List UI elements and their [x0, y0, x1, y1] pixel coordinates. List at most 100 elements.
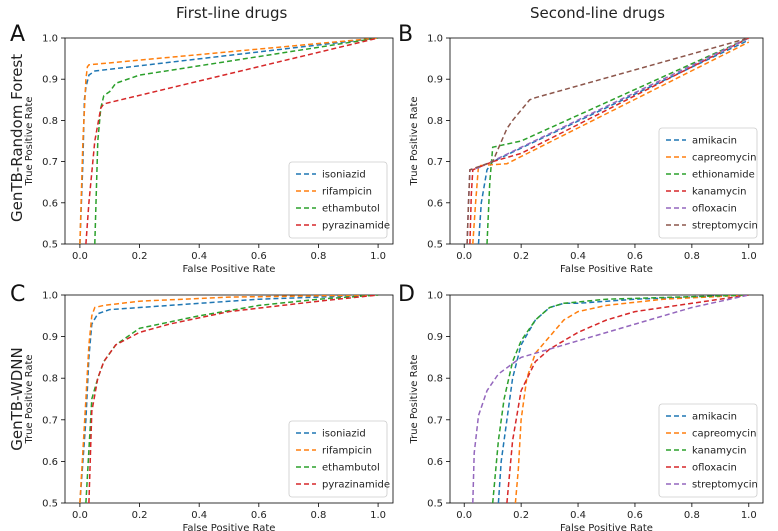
x-tick-label: 1.0 [370, 251, 386, 262]
roc-line-capreomycin [514, 295, 749, 503]
y-tick-label: 1.0 [42, 34, 58, 45]
legend-label-ethionamide: ethionamide [692, 170, 755, 181]
x-tick-label: 1.0 [741, 251, 757, 262]
x-tick-label: 0.0 [456, 251, 472, 262]
x-tick-label: 0.8 [684, 510, 700, 521]
x-tick-label: 0.4 [570, 510, 586, 521]
roc-line-rifampicin [79, 295, 379, 503]
y-tick-label: 1.0 [42, 291, 58, 302]
x-tick-label: 0.8 [311, 510, 327, 521]
legend-box [288, 161, 388, 239]
legend-label-pyrazinamide: pyrazinamide [322, 480, 390, 491]
legend-label-streptomycin: streptomycin [692, 480, 758, 491]
y-tick-label: 0.9 [42, 75, 58, 86]
y-tick-label: 0.6 [427, 457, 443, 468]
x-tick-label: 0.6 [627, 510, 643, 521]
y-tick-label: 0.7 [427, 415, 443, 426]
x-tick-label: 0.0 [456, 510, 472, 521]
y-axis-label: True Positive Rate [409, 354, 420, 444]
x-tick-label: 0.6 [251, 251, 267, 262]
y-tick-label: 0.6 [42, 457, 58, 468]
legend: isoniazid rifampicin ethambutol pyrazinamid… [288, 420, 390, 498]
x-tick-label: 0.2 [513, 251, 529, 262]
y-tick-label: 0.8 [42, 374, 58, 385]
x-axis-label: False Positive Rate [183, 264, 276, 275]
legend-label-rifampicin: rifampicin [322, 446, 372, 457]
x-axis-label: False Positive Rate [183, 523, 276, 531]
x-tick-label: 0.2 [513, 510, 529, 521]
legend-label-ethambutol: ethambutol [322, 204, 380, 215]
roc-line-ethionamide [486, 38, 750, 244]
column-title-first-line: First-line drugs [176, 4, 288, 22]
y-tick-label: 0.5 [42, 499, 58, 510]
roc-line-pyrazinamide [85, 38, 379, 244]
panel-c: 0.0 0.2 0.4 0.6 0.8 1.0 0.5 0.6 0.7 0.8 0.9 1.0 Fals… [24, 291, 394, 531]
legend: amikacin capreomycin ethionamide kanamycin o… [658, 127, 758, 239]
y-tick-label: 0.7 [427, 157, 443, 168]
legend-label-amikacin: amikacin [692, 136, 737, 147]
y-tick-label: 0.8 [427, 374, 443, 385]
y-tick-label: 0.8 [427, 116, 443, 127]
roc-line-ethambutol [85, 295, 379, 503]
y-tick-label: 0.5 [427, 499, 443, 510]
legend-label-capreomycin: capreomycin [692, 429, 756, 440]
roc-line-amikacin [477, 39, 750, 244]
legend-label-kanamycin: kanamycin [692, 446, 746, 457]
y-axis-label: True Positive Rate [24, 96, 35, 186]
roc-line-ethambutol [94, 38, 379, 244]
legend-label-rifampicin: rifampicin [322, 187, 372, 198]
roc-line-amikacin [497, 295, 749, 503]
y-tick-label: 0.8 [42, 116, 58, 127]
legend-label-amikacin: amikacin [692, 412, 737, 423]
x-axis-label: False Positive Rate [560, 264, 653, 275]
x-tick-label: 0.0 [72, 251, 88, 262]
panel-letter-a: A [10, 22, 26, 47]
x-tick-label: 1.0 [741, 510, 757, 521]
roc-line-streptomycin [472, 295, 749, 503]
column-title-second-line: Second-line drugs [530, 4, 665, 22]
x-tick-label: 0.8 [311, 251, 327, 262]
x-tick-label: 0.0 [72, 510, 88, 521]
legend-box [658, 403, 758, 498]
y-tick-label: 0.5 [427, 240, 443, 251]
y-tick-label: 0.6 [42, 198, 58, 209]
x-tick-label: 0.6 [627, 251, 643, 262]
legend: isoniazid rifampicin ethambutol pyrazinamid… [288, 161, 390, 239]
y-tick-label: 0.9 [427, 332, 443, 343]
legend-box [288, 420, 388, 498]
legend-box [658, 127, 758, 239]
roc-line-pyrazinamide [88, 295, 379, 503]
legend-label-kanamycin: kanamycin [692, 187, 746, 198]
x-tick-label: 1.0 [370, 510, 386, 521]
roc-line-kanamycin [469, 38, 750, 244]
legend-label-pyrazinamide: pyrazinamide [322, 221, 390, 232]
x-tick-label: 0.2 [132, 510, 148, 521]
legend-label-isoniazid: isoniazid [322, 429, 366, 440]
legend-label-streptomycin: streptomycin [692, 221, 758, 232]
x-tick-label: 0.4 [570, 251, 586, 262]
roc-line-isoniazid [79, 295, 379, 503]
panel-letter-c: C [10, 282, 26, 307]
roc-line-capreomycin [472, 41, 750, 244]
roc-line-rifampicin [79, 38, 379, 244]
y-tick-label: 0.6 [427, 198, 443, 209]
roc-line-streptomycin [466, 38, 750, 244]
legend-label-ofloxacin: ofloxacin [692, 463, 737, 474]
y-tick-label: 1.0 [427, 34, 443, 45]
panel-letter-d: D [398, 282, 415, 307]
panel-b: 0.0 0.2 0.4 0.6 0.8 1.0 0.5 0.6 0.7 0.8 0.9 1.0 Fals… [409, 34, 764, 275]
legend-label-ofloxacin: ofloxacin [692, 204, 737, 215]
x-tick-label: 0.8 [684, 251, 700, 262]
panel-a: 0.0 0.2 0.4 0.6 0.8 1.0 0.5 0.6 0.7 0.8 0.9 1.0 Fals… [24, 34, 394, 275]
y-tick-label: 0.5 [42, 240, 58, 251]
roc-line-kanamycin [491, 295, 749, 503]
y-tick-label: 0.9 [427, 75, 443, 86]
x-tick-label: 0.4 [191, 510, 207, 521]
legend-label-isoniazid: isoniazid [322, 170, 366, 181]
panel-letter-b: B [398, 22, 414, 47]
y-tick-label: 1.0 [427, 291, 443, 302]
y-axis-label: True Positive Rate [24, 354, 35, 444]
legend-label-ethambutol: ethambutol [322, 463, 380, 474]
legend: amikacin capreomycin kanamycin ofloxacin str… [658, 403, 758, 498]
y-tick-label: 0.7 [42, 415, 58, 426]
